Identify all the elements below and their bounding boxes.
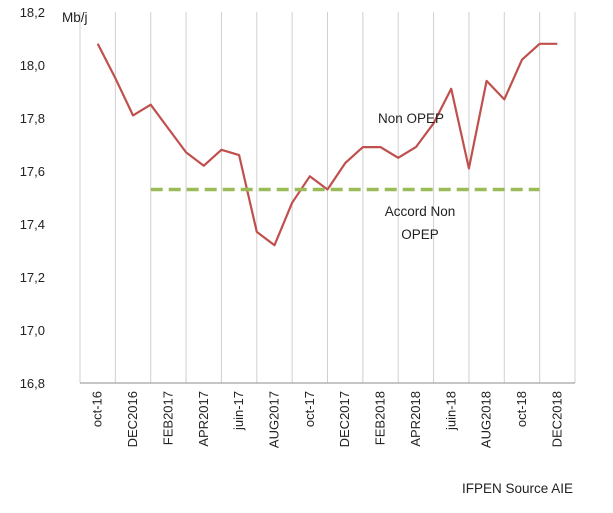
x-tick-label: FEB2018 <box>373 391 388 445</box>
x-tick-label: APR2017 <box>196 391 211 447</box>
x-tick-label: AUG2017 <box>266 391 281 448</box>
y-tick-label: 18,0 <box>20 58 45 73</box>
x-tick-label: AUG2018 <box>479 391 494 448</box>
x-tick-label: FEB2017 <box>160 391 175 445</box>
accord-label-line1: Accord Non <box>385 204 456 219</box>
x-tick-label: oct-16 <box>90 391 105 427</box>
x-tick-label: DEC2018 <box>549 391 564 447</box>
y-tick-labels: 16,8 17,0 17,2 17,4 17,6 17,8 18,0 18,2 <box>20 5 45 391</box>
x-tick-labels: oct-16 DEC2016 FEB2017 APR2017 juin-17 AUG201… <box>90 391 565 448</box>
y-tick-label: 17,4 <box>20 217 45 232</box>
y-tick-label: 17,0 <box>20 323 45 338</box>
x-tick-label: juin-17 <box>231 391 246 431</box>
x-tick-label: oct-18 <box>514 391 529 427</box>
x-tick-label: juin-18 <box>443 391 458 431</box>
source-note: IFPEN Source AIE <box>462 481 573 496</box>
y-tick-label: 17,8 <box>20 111 45 126</box>
y-tick-label: 17,6 <box>20 164 45 179</box>
x-tick-label: oct-17 <box>302 391 317 427</box>
x-tick-label: DEC2016 <box>125 391 140 447</box>
series-group <box>96 42 558 247</box>
x-tick-label: APR2018 <box>408 391 423 447</box>
non-opep-series-line <box>96 42 558 247</box>
grid-lines <box>79 12 576 383</box>
y-tick-label: 17,2 <box>20 270 45 285</box>
x-tick-label: DEC2017 <box>337 391 352 447</box>
y-tick-label: 18,2 <box>20 5 45 20</box>
accord-label-line2: OPEP <box>401 227 439 242</box>
non-opep-label: Non OPEP <box>378 111 444 126</box>
y-axis-unit-label: Mb/j <box>62 10 88 25</box>
y-tick-label: 16,8 <box>20 376 45 391</box>
